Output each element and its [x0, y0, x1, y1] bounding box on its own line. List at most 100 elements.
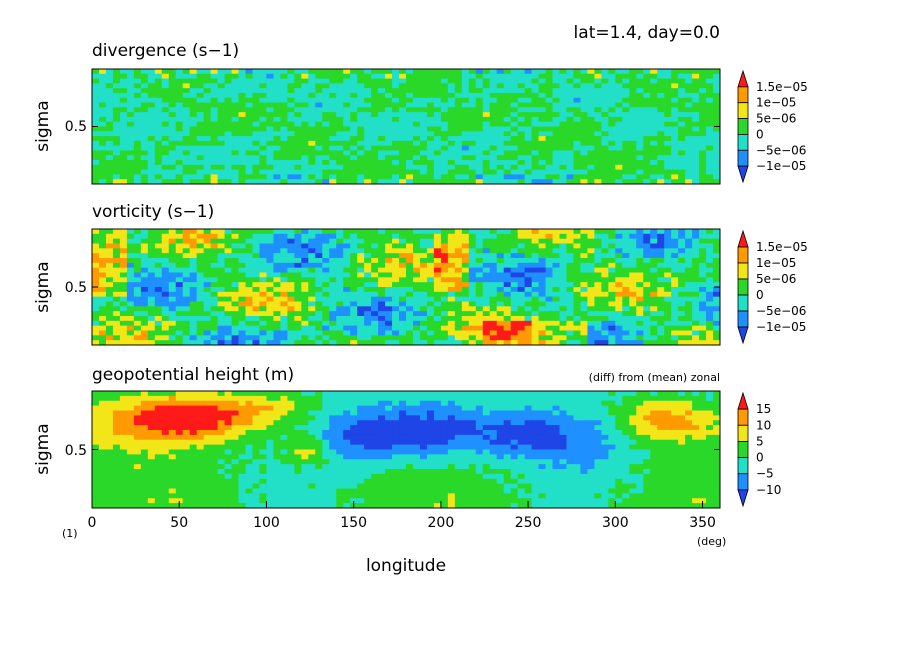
field-cell [308, 253, 316, 259]
field-cell [419, 73, 428, 80]
field-cell [308, 287, 316, 293]
field-cell [489, 233, 498, 240]
field-cell [210, 92, 219, 99]
field-cell [168, 296, 177, 303]
field-cell [419, 316, 428, 322]
field-cell [538, 179, 547, 184]
field-cell [713, 78, 720, 84]
field-cell [447, 335, 456, 341]
field-cell [447, 131, 456, 137]
field-cell [573, 97, 582, 104]
field-cell [629, 145, 637, 152]
field-cell [692, 291, 700, 298]
field-cell [622, 136, 630, 142]
field-cell [440, 233, 449, 240]
field-cell [489, 287, 498, 293]
field-cell [433, 395, 442, 402]
field-cell [147, 78, 156, 84]
field-cell [105, 425, 114, 431]
field-cell [154, 78, 163, 84]
field-cell [92, 169, 100, 176]
field-cell [343, 78, 351, 84]
field-cell [266, 112, 275, 118]
field-cell [594, 325, 602, 332]
field-cell [538, 330, 547, 336]
field-cell [161, 73, 170, 80]
field-cell [217, 410, 226, 416]
field-cell [587, 410, 595, 416]
field-cell [175, 78, 184, 84]
field-cell [259, 287, 268, 293]
field-cell [594, 320, 602, 327]
field-cell [657, 145, 665, 152]
field-cell [706, 391, 714, 397]
field-cell [371, 92, 379, 99]
field-cell [238, 102, 247, 108]
field-cell [510, 311, 519, 317]
field-cell [517, 150, 526, 156]
field-cell [140, 233, 149, 240]
field-cell [692, 116, 700, 123]
field-cell [517, 107, 526, 113]
field-cell [301, 258, 309, 264]
field-cell [454, 179, 463, 184]
field-cell [468, 287, 477, 293]
field-cell [252, 145, 261, 152]
field-cell [154, 169, 163, 176]
field-cell [489, 405, 498, 412]
field-cell [489, 415, 498, 421]
field-cell [315, 160, 323, 166]
field-cell [259, 296, 268, 303]
field-cell [419, 272, 428, 278]
field-cell [189, 164, 198, 171]
field-cell [385, 155, 393, 161]
field-cell [161, 301, 170, 307]
field-cell [685, 78, 693, 84]
field-cell [510, 320, 519, 327]
field-cell [524, 330, 533, 336]
field-cell [133, 160, 142, 166]
field-cell [280, 325, 288, 332]
field-cell [419, 253, 428, 259]
field-cell [280, 145, 288, 152]
field-cell [294, 391, 302, 397]
field-cell [168, 311, 177, 317]
field-cell [713, 420, 720, 426]
field-cell [678, 291, 686, 298]
field-cell [531, 410, 540, 416]
field-cell [468, 296, 477, 303]
field-cell [112, 136, 121, 142]
field-cell [98, 248, 107, 254]
field-cell [182, 391, 191, 397]
field-cell [671, 145, 679, 152]
field-cell [433, 97, 442, 104]
field-cell [385, 291, 393, 298]
field-cell [168, 69, 177, 75]
field-cell [92, 92, 100, 99]
field-cell [671, 296, 679, 303]
field-cell [601, 262, 609, 269]
field-cell [98, 107, 107, 113]
field-cell [608, 395, 616, 402]
field-cell [447, 395, 456, 402]
field-cell [105, 405, 114, 412]
field-cell [315, 282, 323, 288]
field-cell [399, 73, 407, 80]
field-cell [357, 83, 365, 89]
field-cell [552, 340, 561, 345]
field-cell [273, 340, 281, 345]
field-cell [406, 164, 414, 171]
field-cell [545, 420, 554, 426]
field-cell [461, 267, 470, 274]
field-cell [622, 145, 630, 152]
field-cell [92, 340, 100, 345]
field-cell [559, 400, 568, 407]
field-cell [329, 291, 337, 298]
field-cell [182, 169, 191, 176]
field-cell [419, 306, 428, 312]
field-cell [699, 335, 707, 341]
field-cell [524, 160, 533, 166]
field-cell [315, 121, 323, 128]
field-cell [678, 136, 686, 142]
field-cell [210, 229, 219, 235]
